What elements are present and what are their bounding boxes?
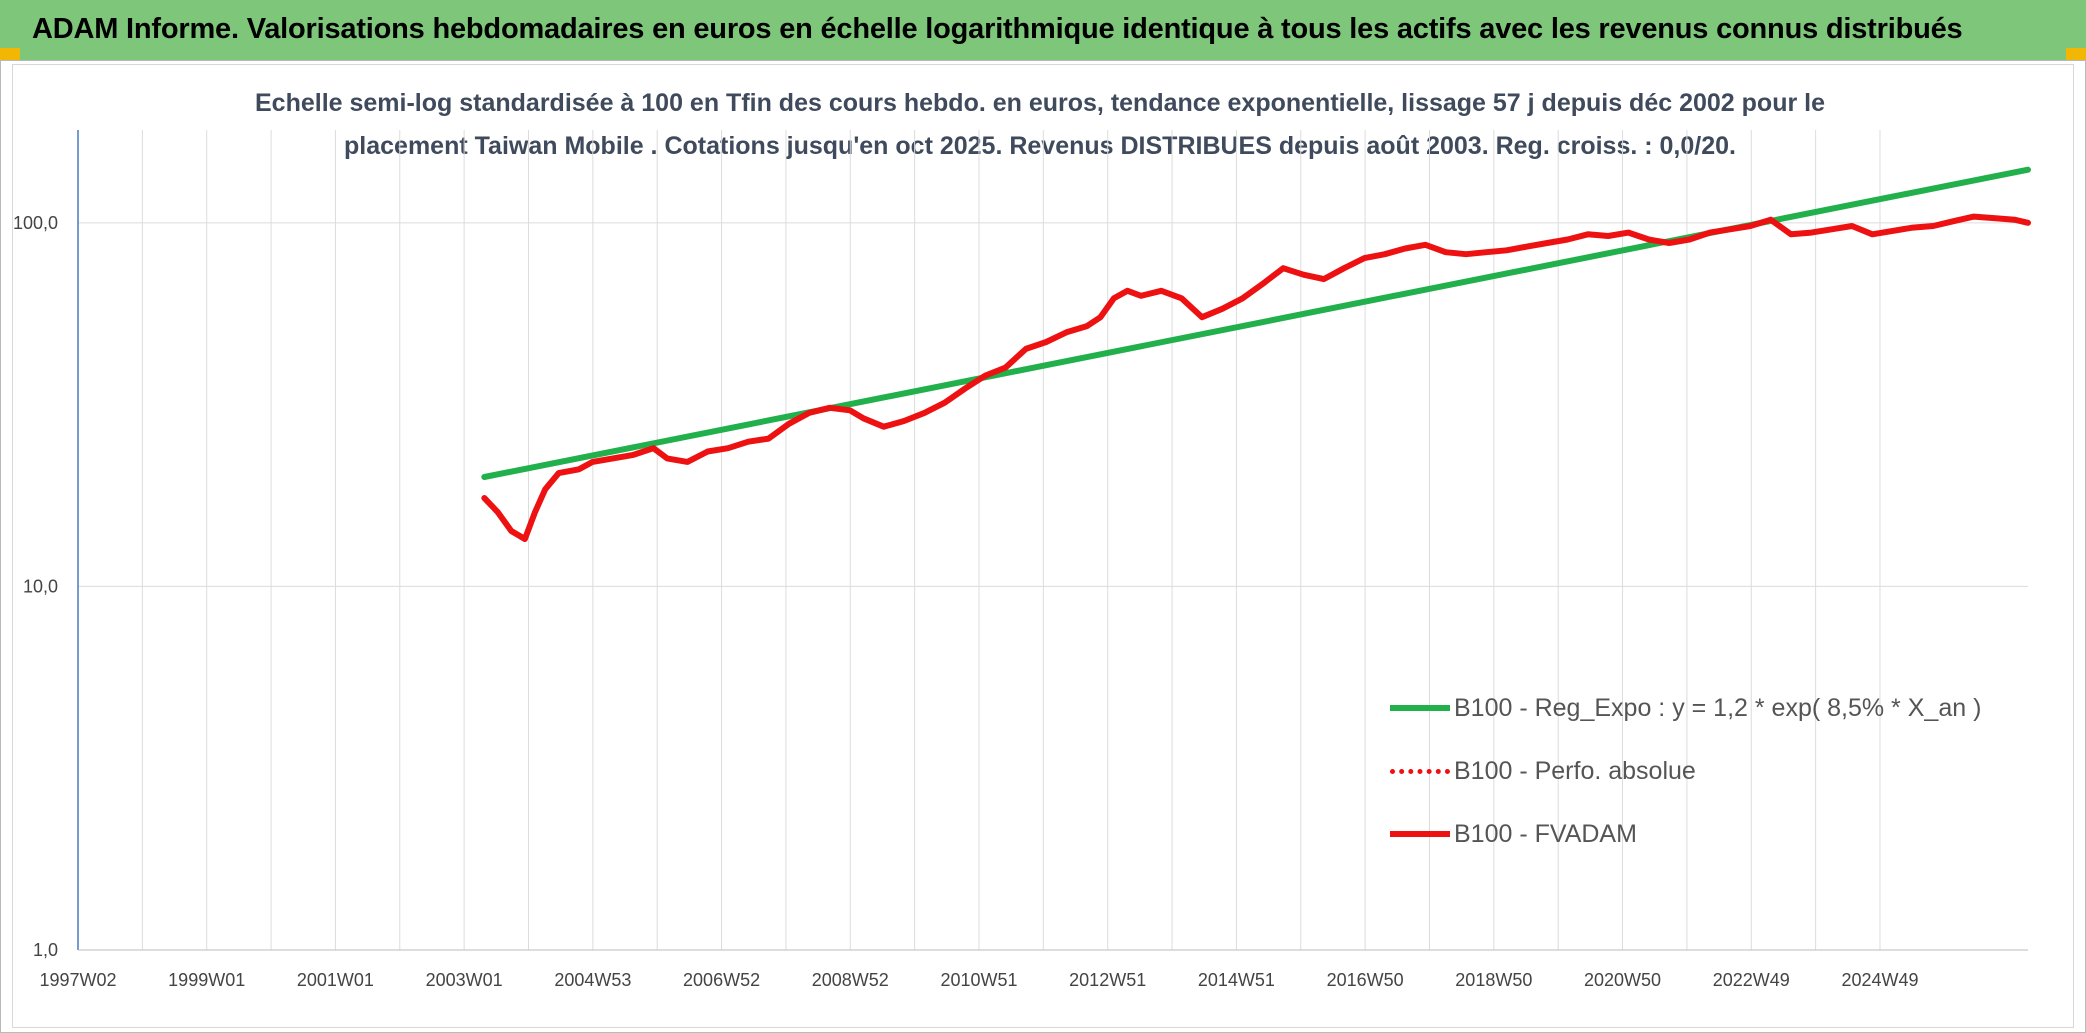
grid-lines <box>77 130 2028 950</box>
x-tick-label: 2004W53 <box>554 970 631 990</box>
chart-title-line-1: Echelle semi-log standardisée à 100 en T… <box>255 89 1825 117</box>
corner-marker-right <box>2066 48 2086 60</box>
x-tick-label: 2008W52 <box>812 970 889 990</box>
y-tick-labels: 1,0 10,0 100,0 <box>13 213 58 960</box>
x-tick-label: 1999W01 <box>168 970 245 990</box>
corner-marker-left <box>0 48 20 60</box>
x-tick-label: 2001W01 <box>297 970 374 990</box>
legend-swatch-regression <box>1390 705 1450 711</box>
legend-item-fvadam: B100 - FVADAM <box>1390 814 1637 854</box>
legend-item-regression: B100 - Reg_Expo : y = 1,2 * exp( 8,5% * … <box>1390 688 1981 728</box>
header-bar: ADAM Informe. Valorisations hebdomadaire… <box>0 0 2086 60</box>
x-tick-labels: 1997W02 1999W01 2001W01 2003W01 2004W53 2006W… <box>39 970 1918 990</box>
y-tick-label: 10,0 <box>23 576 58 596</box>
legend-swatch-perfo-absolue <box>1390 768 1450 774</box>
y-tick-label: 100,0 <box>13 213 58 233</box>
report-title: ADAM Informe. Valorisations hebdomadaire… <box>32 13 1963 45</box>
legend-label-fvadam: B100 - FVADAM <box>1454 819 1637 848</box>
x-tick-label: 2006W52 <box>683 970 760 990</box>
x-tick-label: 2003W01 <box>426 970 503 990</box>
legend-label-perfo-absolue: B100 - Perfo. absolue <box>1454 756 1696 785</box>
series-line-regression <box>481 166 2031 480</box>
x-tick-label: 2010W51 <box>940 970 1017 990</box>
y-tick-label: 1,0 <box>33 940 58 960</box>
axes <box>77 130 2028 951</box>
chart-area-border <box>12 64 2074 1028</box>
x-tick-label: 2024W49 <box>1841 970 1918 990</box>
legend-label-regression: B100 - Reg_Expo : y = 1,2 * exp( 8,5% * … <box>1454 693 1982 722</box>
x-tick-label: 2014W51 <box>1198 970 1275 990</box>
legend-item-perfo-absolue: B100 - Perfo. absolue <box>1390 751 1696 791</box>
x-tick-label: 1997W02 <box>39 970 116 990</box>
series-lines <box>481 166 2031 542</box>
x-tick-label: 2020W50 <box>1584 970 1661 990</box>
x-tick-label: 2018W50 <box>1455 970 1532 990</box>
legend-swatch-fvadam <box>1390 831 1450 837</box>
x-tick-label: 2016W50 <box>1327 970 1404 990</box>
x-tick-label: 2012W51 <box>1069 970 1146 990</box>
series-line-fvadam <box>481 213 2031 542</box>
x-tick-label: 2022W49 <box>1713 970 1790 990</box>
chart-title-line-2: placement Taiwan Mobile . Cotations jusq… <box>344 132 1736 160</box>
